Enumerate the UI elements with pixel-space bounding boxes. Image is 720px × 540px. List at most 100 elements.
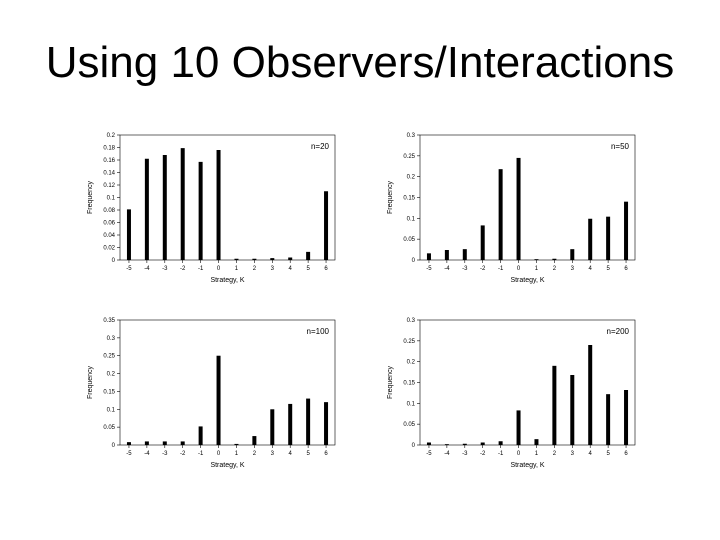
bar — [306, 251, 311, 260]
bar — [180, 441, 185, 445]
x-tick-label: 3 — [271, 451, 275, 457]
y-axis-label: Frequency — [387, 365, 394, 399]
x-tick-label: -5 — [426, 451, 432, 457]
x-tick-label: 0 — [217, 451, 221, 457]
x-axis-label: Strategy, K — [210, 277, 244, 284]
bar — [234, 443, 239, 445]
y-tick-label: 0.05 — [103, 425, 115, 431]
bar — [198, 426, 203, 445]
bar — [462, 443, 467, 445]
y-tick-label: 0.2 — [407, 360, 416, 366]
x-tick-label: 2 — [553, 266, 557, 272]
bar — [144, 158, 149, 260]
y-tick-label: 0.25 — [403, 154, 415, 160]
bar — [534, 259, 539, 260]
y-tick-label: 0.2 — [107, 372, 116, 378]
x-tick-label: 2 — [253, 266, 257, 272]
y-tick-label: 0.15 — [103, 389, 115, 395]
bar — [624, 201, 629, 260]
x-tick-label: 6 — [624, 266, 628, 272]
bar — [126, 442, 131, 445]
y-tick-label: 0.1 — [407, 401, 416, 407]
x-tick-label: -5 — [426, 266, 432, 272]
bar — [162, 155, 167, 260]
bar — [498, 441, 503, 445]
x-tick-label: 4 — [589, 451, 593, 457]
bar — [180, 148, 185, 260]
histogram-n20: 0 0.02 0.04 0.06 0.08 0.1 0.12 0.14 0.16 0.18 0.2 -… — [87, 133, 336, 284]
sample-size-label: n=50 — [611, 142, 630, 151]
y-axis-label: Frequency — [87, 365, 94, 399]
x-tick-label: -1 — [498, 266, 504, 272]
y-tick-label: 0.35 — [103, 318, 115, 324]
slide-title: Using 10 Observers/Interactions — [45, 38, 675, 87]
sample-size-label: n=100 — [307, 327, 330, 336]
bar — [498, 169, 503, 260]
y-tick-label: 0.3 — [407, 318, 416, 324]
x-tick-label: -3 — [162, 266, 168, 272]
bar — [444, 250, 449, 260]
bar — [444, 444, 449, 445]
x-tick-label: 3 — [571, 451, 575, 457]
x-tick-label: 4 — [289, 266, 293, 272]
x-tick-label: 3 — [571, 266, 575, 272]
y-tick-label: 0.1 — [107, 407, 116, 413]
x-tick-label: 1 — [235, 266, 239, 272]
x-tick-label: 6 — [324, 266, 328, 272]
x-tick-label: 1 — [535, 266, 539, 272]
y-tick-label: 0.14 — [103, 171, 115, 177]
y-tick-label: 0.05 — [403, 237, 415, 243]
bar — [216, 150, 221, 260]
y-tick-label: 0.16 — [103, 158, 115, 164]
bar — [624, 390, 629, 445]
bar — [288, 403, 293, 445]
plot-frame — [419, 134, 636, 261]
bar — [534, 439, 539, 445]
x-tick-label: 5 — [306, 451, 310, 457]
x-tick-label: 6 — [324, 451, 328, 457]
x-tick-label: 0 — [517, 266, 521, 272]
histogram-n100: 0 0.05 0.1 0.15 0.2 0.25 0.3 0.35 -5 -4 -3 -2 -1 0 1 2 3… — [87, 318, 336, 469]
x-tick-label: -3 — [162, 451, 168, 457]
x-tick-label: 1 — [235, 451, 239, 457]
bar — [552, 258, 557, 260]
sample-size-label: n=200 — [607, 327, 630, 336]
x-tick-label: 2 — [553, 451, 557, 457]
x-tick-label: 1 — [535, 451, 539, 457]
x-tick-label: 0 — [517, 451, 521, 457]
x-tick-label: -2 — [180, 266, 186, 272]
y-tick-label: 0.18 — [103, 146, 115, 152]
y-tick-label: 0.06 — [103, 221, 115, 227]
x-tick-label: 5 — [606, 451, 610, 457]
x-tick-label: 4 — [289, 451, 293, 457]
x-tick-label: 4 — [589, 266, 593, 272]
x-tick-label: -3 — [462, 451, 468, 457]
y-tick-label: 0.15 — [403, 196, 415, 202]
bar — [480, 442, 485, 445]
x-tick-label: -4 — [444, 266, 450, 272]
x-tick-label: -1 — [498, 451, 504, 457]
x-tick-label: -4 — [144, 266, 150, 272]
bar — [144, 441, 149, 445]
bar — [588, 345, 593, 445]
x-tick-label: -4 — [444, 451, 450, 457]
x-tick-label: -1 — [198, 266, 204, 272]
bar — [324, 402, 329, 445]
bar — [126, 209, 131, 260]
bar — [252, 258, 257, 260]
y-tick-label: 0.3 — [107, 336, 116, 342]
bar — [288, 257, 293, 260]
x-tick-label: 6 — [624, 451, 628, 457]
x-tick-label: 5 — [606, 266, 610, 272]
bar — [216, 355, 221, 445]
bar — [270, 409, 275, 445]
x-tick-label: -1 — [198, 451, 204, 457]
bar — [198, 161, 203, 260]
y-tick-label: 0.15 — [403, 381, 415, 387]
y-tick-label: 0.05 — [403, 422, 415, 428]
bar — [270, 258, 275, 260]
y-tick-label: 0 — [112, 443, 116, 449]
bar — [462, 249, 467, 260]
y-tick-label: 0 — [412, 443, 416, 449]
x-axis-label: Strategy, K — [510, 277, 544, 284]
